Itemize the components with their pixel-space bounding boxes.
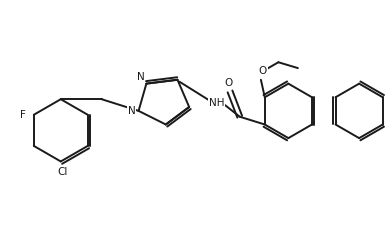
Text: N: N <box>128 106 135 116</box>
Text: F: F <box>20 110 26 120</box>
Text: N: N <box>136 72 144 82</box>
Text: O: O <box>259 66 267 76</box>
Text: O: O <box>224 78 232 88</box>
Text: NH: NH <box>209 98 224 108</box>
Text: Cl: Cl <box>58 167 68 177</box>
